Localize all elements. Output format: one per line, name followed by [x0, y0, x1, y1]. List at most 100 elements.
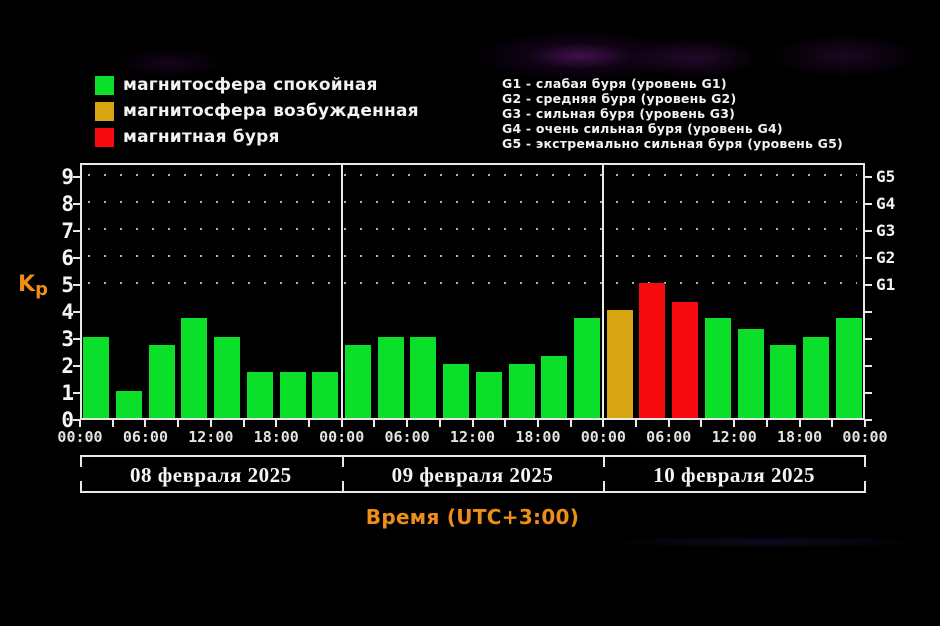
y-axis-tick-right [865, 365, 872, 367]
x-axis-tick [111, 420, 114, 427]
y-tick-label: 5 [61, 273, 74, 297]
kp-bar [672, 302, 699, 418]
y-axis-tick-right [865, 311, 872, 313]
x-axis-tick [275, 420, 278, 427]
y-axis-tick-right [865, 392, 872, 394]
gridline-kp7 [88, 228, 857, 230]
y-axis-tick-left [73, 365, 80, 367]
time-tick-label: 06:00 [122, 428, 168, 446]
excited-color-swatch [95, 101, 114, 121]
kp-bar [377, 337, 404, 418]
date-bracket-tick [603, 455, 606, 467]
time-tick-label: 00:00 [580, 428, 626, 446]
x-axis-tick [242, 420, 245, 427]
x-axis-tick [79, 420, 81, 427]
storm-color-swatch [95, 127, 114, 147]
date-bracket-tick [80, 481, 82, 493]
time-tick-label: 00:00 [57, 428, 103, 446]
storm-level-g4: G4 - очень сильная буря (уровень G4) [502, 121, 783, 136]
date-bracket-tick [80, 455, 82, 467]
kp-bar [181, 318, 208, 418]
y-axis-tick-left [73, 392, 80, 394]
kp-bar [345, 345, 372, 418]
y-axis-tick-right [865, 419, 872, 421]
x-axis-tick [602, 420, 605, 427]
x-axis-tick [831, 420, 834, 427]
kp-bar [116, 391, 143, 418]
aurora-glow [600, 536, 930, 548]
kp-bar [802, 337, 829, 418]
kp-bar [475, 372, 502, 418]
y-axis-tick-right [865, 230, 872, 232]
y-tick-label: 7 [61, 219, 74, 243]
storm-level-g2: G2 - средняя буря (уровень G2) [502, 91, 737, 106]
date-label-day2: 09 февраля 2025 [391, 462, 554, 487]
kp-label-main: K [18, 272, 36, 297]
time-tick-label: 12:00 [188, 428, 234, 446]
x-axis-tick [438, 420, 441, 427]
legend-item-excited: магнитосфера возбужденная [95, 98, 419, 124]
y-tick-label: 8 [61, 192, 74, 216]
y-axis-tick-left [73, 419, 80, 421]
y-axis-tick-right [865, 176, 872, 178]
y-tick-label: 9 [61, 165, 74, 189]
magnetosphere-legend: магнитосфера спокойная магнитосфера возб… [95, 72, 419, 150]
time-tick-label: 06:00 [646, 428, 692, 446]
date-bracket-tick [341, 455, 344, 467]
x-axis-title: Время (UTC+3:00) [365, 505, 580, 529]
y-axis-tick-right [865, 257, 872, 259]
kp-bar [606, 310, 633, 418]
date-bracket-top-line [80, 455, 865, 457]
x-axis-tick [667, 420, 670, 427]
storm-scale-legend: G1 - слабая буря (уровень G1) G2 - средн… [502, 76, 843, 151]
day-separator [340, 165, 343, 418]
y-tick-label: 1 [61, 381, 74, 405]
x-axis-tick [307, 420, 310, 427]
time-tick-label: 00:00 [842, 428, 888, 446]
kp-bar [246, 372, 273, 418]
x-axis-tick [864, 420, 866, 427]
time-tick-label: 12:00 [449, 428, 496, 446]
kp-bar [279, 372, 306, 418]
kp-bar [508, 364, 535, 418]
y-axis-tick-left [73, 176, 80, 178]
y-tick-label: 0 [61, 408, 74, 432]
kp-bar [835, 318, 862, 418]
date-bracket-tick [864, 481, 866, 493]
date-label-day3: 10 февраля 2025 [653, 462, 815, 487]
x-axis-tick [635, 420, 638, 427]
kp-bar [737, 329, 764, 418]
g-level-label: G5 [876, 167, 896, 186]
day-separator [602, 165, 605, 418]
x-axis-tick [569, 420, 572, 427]
quiet-color-swatch [95, 75, 114, 95]
y-axis-label-kp: Kp [18, 272, 48, 300]
aurora-glow [630, 38, 760, 78]
kp-bar [83, 337, 110, 418]
legend-item-storm: магнитная буря [95, 124, 419, 150]
kp-bar [770, 345, 797, 418]
aurora-glow [470, 30, 690, 82]
date-bracket-tick [864, 455, 866, 467]
date-bracket-tick [603, 481, 606, 493]
kp-bar [541, 356, 568, 418]
x-axis-tick [144, 420, 147, 427]
legend-item-label: магнитосфера спокойная [123, 75, 378, 95]
x-axis-tick [209, 420, 212, 427]
y-axis-tick-right [865, 284, 872, 286]
y-axis-tick-left [73, 257, 80, 259]
kp-label-sub: p [35, 279, 48, 300]
time-tick-label: 18:00 [253, 428, 299, 446]
x-axis-tick [406, 420, 409, 427]
time-tick-label: 18:00 [777, 428, 823, 446]
y-axis-tick-right [865, 203, 872, 205]
kp-bar [148, 345, 175, 418]
x-axis-tick [700, 420, 703, 427]
kp-bar [410, 337, 437, 418]
g-level-label: G4 [876, 194, 896, 213]
kp-bar [312, 372, 339, 418]
kp-bar [214, 337, 241, 418]
x-axis-tick [798, 420, 801, 427]
kp-bar [639, 283, 666, 418]
